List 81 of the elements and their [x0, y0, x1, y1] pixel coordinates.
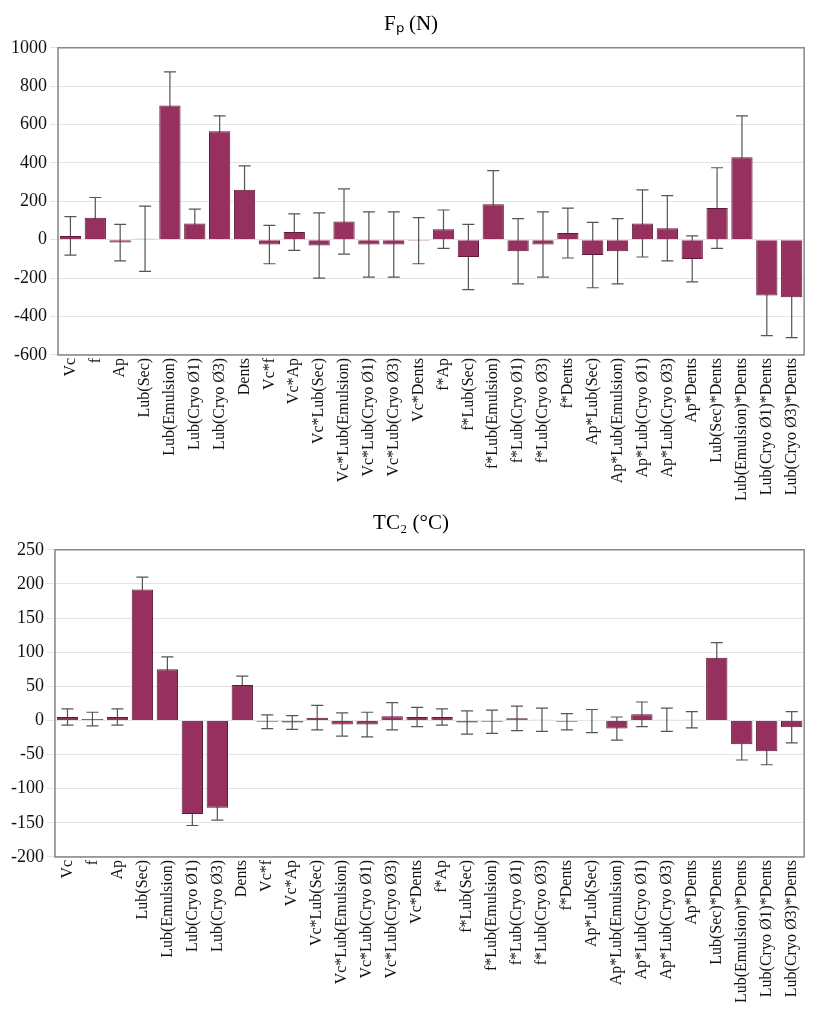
x-tick-label: f*Lub(Cryo Ø3) — [533, 357, 552, 464]
x-tick-label: Vc*Ap — [284, 357, 303, 405]
chart-title: TC₂ (°C) — [372, 510, 450, 536]
x-tick-label: f*Lub(Emulsion) — [483, 357, 502, 469]
y-tick-label: -200 — [14, 266, 47, 287]
x-tick-label: Vc*Lub(Cryo Ø3) — [383, 357, 402, 477]
x-tick-label: f*Ap — [433, 357, 452, 391]
x-tick-label: Vc — [57, 859, 75, 879]
x-tick-label: Vc*Dents — [408, 357, 426, 422]
x-tick-label: Vc*Ap — [282, 859, 301, 907]
y-tick-label: 1000 — [11, 36, 47, 57]
x-tick-label: Ap*Dents — [682, 859, 701, 925]
x-tick-label: Vc*Lub(Emulsion) — [332, 859, 351, 985]
x-tick-label: f*Lub(Sec) — [458, 357, 477, 431]
y-tick-label: 0 — [34, 709, 44, 730]
y-tick-label: 100 — [16, 640, 44, 661]
x-tick-label: Lub(Sec) — [135, 357, 154, 418]
x-tick-label: f*Lub(Sec) — [457, 859, 476, 933]
x-tick-label: Vc*f — [257, 859, 275, 892]
x-tick-label: Ap*Dents — [682, 357, 701, 423]
x-tick-label: f*Ap — [432, 859, 451, 893]
x-tick-label: Ap — [107, 859, 126, 880]
y-tick-label: 600 — [20, 113, 47, 134]
y-tick-label: -150 — [10, 811, 44, 832]
x-tick-label: Vc*Lub(Sec) — [309, 357, 328, 445]
x-tick-label: Lub(Emulsion) — [157, 859, 176, 958]
x-tick-label: Dents — [232, 859, 250, 898]
chart-title: Fₚ (N) — [382, 10, 440, 35]
x-tick-label: Lub(Cryo Ø1) — [184, 357, 203, 450]
x-tick-label: f*Lub(Emulsion) — [482, 859, 501, 971]
y-tick-label: 200 — [16, 572, 44, 593]
x-tick-label: Lub(Cryo Ø1) — [182, 859, 201, 952]
y-tick-label: 800 — [20, 74, 47, 95]
x-tick-label: Lub(Sec)*Dents — [707, 357, 726, 463]
x-tick-label: Lub(Emulsion) — [160, 357, 179, 456]
x-tick-label: Vc*f — [259, 357, 277, 390]
y-tick-label: 50 — [25, 675, 44, 696]
x-tick-label: f — [85, 357, 103, 364]
y-tick-label: -400 — [14, 305, 47, 326]
x-tick-label: Lub(Cryo Ø3) — [207, 859, 226, 952]
y-tick-label: -100 — [10, 777, 44, 798]
y-tick-label: 150 — [16, 606, 44, 627]
x-tick-label: Lub(Cryo Ø1)*Dents — [756, 859, 775, 998]
y-tick-label: -50 — [19, 743, 44, 764]
x-tick-label: f — [82, 859, 100, 866]
x-tick-label: Ap*Lub(Sec) — [582, 357, 601, 445]
x-tick-label: Ap*Lub(Cryo Ø1) — [632, 357, 651, 478]
y-tick-label: -200 — [10, 845, 44, 866]
x-tick-label: Dents — [234, 357, 252, 396]
x-tick-label: Ap*Lub(Emulsion) — [607, 859, 626, 986]
x-tick-label: Ap — [110, 357, 129, 378]
y-tick-label: 200 — [20, 190, 47, 211]
x-tick-label: Lub(Emulsion)*Dents — [731, 859, 750, 1003]
x-tick-label: Vc*Lub(Cryo Ø1) — [359, 357, 378, 477]
x-tick-label: Lub(Cryo Ø3) — [209, 357, 228, 450]
x-tick-label: f*Lub(Cryo Ø1) — [508, 357, 527, 464]
x-tick-label: Ap*Lub(Sec) — [582, 859, 601, 947]
y-tick-label: -600 — [14, 343, 47, 364]
x-tick-label: Vc*Lub(Cryo Ø1) — [357, 859, 376, 979]
x-tick-label: Vc*Lub(Sec) — [307, 859, 326, 947]
x-tick-label: Vc*Dents — [407, 859, 425, 924]
x-tick-label: f*Lub(Cryo Ø1) — [507, 859, 526, 966]
x-tick-label: Lub(Cryo Ø1)*Dents — [757, 357, 776, 496]
x-tick-label: Lub(Emulsion)*Dents — [732, 357, 751, 501]
x-tick-label: Ap*Lub(Cryo Ø1) — [632, 859, 651, 980]
x-tick-label: f*Lub(Cryo Ø3) — [532, 859, 551, 966]
x-tick-label: Vc*Lub(Emulsion) — [334, 357, 353, 483]
x-tick-label: Vc — [60, 357, 78, 377]
x-tick-label: Lub(Sec)*Dents — [706, 859, 725, 965]
x-tick-label: Lub(Cryo Ø3)*Dents — [781, 859, 800, 998]
x-tick-label: Ap*Lub(Emulsion) — [607, 357, 626, 484]
x-tick-label: Lub(Cryo Ø3)*Dents — [781, 357, 800, 496]
x-tick-label: f*Dents — [558, 357, 576, 409]
x-tick-label: Ap*Lub(Cryo Ø3) — [657, 357, 676, 478]
y-tick-label: 400 — [20, 151, 47, 172]
x-tick-label: Vc*Lub(Cryo Ø3) — [382, 859, 401, 979]
x-tick-label: Lub(Sec) — [132, 859, 151, 920]
y-tick-label: 250 — [16, 538, 44, 559]
y-tick-label: 0 — [38, 228, 47, 249]
x-tick-label: f*Dents — [557, 859, 575, 911]
x-tick-label: Ap*Lub(Cryo Ø3) — [657, 859, 676, 980]
